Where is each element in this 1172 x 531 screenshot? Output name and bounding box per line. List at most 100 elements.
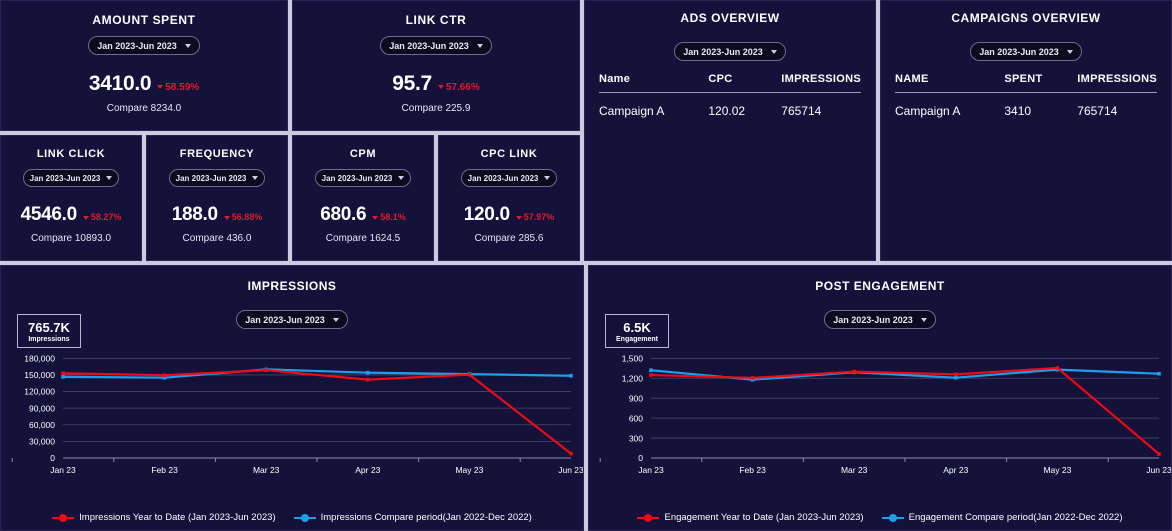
svg-text:Mar 23: Mar 23 [841, 465, 868, 475]
svg-text:Apr 23: Apr 23 [943, 465, 968, 475]
svg-text:120,000: 120,000 [24, 387, 55, 397]
legend-item-ytd[interactable]: Impressions Year to Date (Jan 2023-Jun 2… [52, 512, 276, 523]
legend-item-compare[interactable]: Engagement Compare period(Jan 2022-Dec 2… [881, 512, 1123, 523]
chevron-down-icon [1066, 49, 1073, 54]
badge-value: 6.5K [623, 320, 651, 335]
date-range-selector[interactable]: Jan 2023-Jun 2023 [22, 169, 120, 187]
svg-text:Mar 23: Mar 23 [253, 465, 280, 475]
kpi-compare: Compare 8234.0 [106, 103, 182, 114]
kpi-values: 3410.0 58.59% [89, 72, 199, 96]
legend-swatch-blue-icon [881, 516, 904, 519]
chevron-down-icon [106, 176, 113, 180]
kpi-title: LINK CTR [405, 13, 467, 27]
kpi-title: CPM [349, 148, 377, 160]
kpi-title: LINK CLICK [36, 148, 106, 160]
date-range-label: Jan 2023-Jun 2023 [979, 46, 1059, 57]
date-range-selector[interactable]: Jan 2023-Jun 2023 [460, 169, 558, 187]
column-header-name[interactable]: NAME [895, 70, 1005, 93]
engagement-total-badge: 6.5K Engagement [605, 314, 670, 348]
table-row[interactable]: Campaign A 120.02 765714 [599, 93, 861, 118]
svg-text:0: 0 [638, 453, 643, 463]
svg-text:900: 900 [629, 393, 643, 403]
column-header-impressions[interactable]: IMPRESSIONS [1077, 70, 1157, 93]
svg-text:Jan 23: Jan 23 [50, 465, 76, 475]
table-row[interactable]: Campaign A 3410 765714 [895, 93, 1157, 118]
column-header-spent[interactable]: SPENT [1004, 70, 1078, 93]
kpi-delta-value: 56.88% [231, 212, 263, 222]
date-range-selector[interactable]: Jan 2023-Jun 2023 [824, 310, 936, 329]
chevron-down-icon [184, 43, 191, 48]
kpi-delta: 58.27% [82, 212, 121, 222]
kpi-grid: AMOUNT SPENT Jan 2023-Jun 2023 3410.0 58… [0, 0, 580, 261]
ads-overview-table: Name CPC IMPRESSIONS Campaign A 120.02 7… [599, 70, 861, 118]
svg-text:Feb 23: Feb 23 [151, 465, 178, 475]
panel-title: IMPRESSIONS [247, 279, 337, 293]
date-range-selector[interactable]: Jan 2023-Jun 2023 [970, 42, 1082, 61]
impressions-chart-panel: IMPRESSIONS Jan 2023-Jun 2023 765.7K Imp… [0, 265, 584, 531]
kpi-delta: 57.97% [515, 212, 554, 222]
kpi-values: 188.0 56.88% [172, 204, 263, 226]
panel-title: CAMPAIGNS OVERVIEW [951, 11, 1101, 25]
legend-item-ytd[interactable]: Engagement Year to Date (Jan 2023-Jun 20… [637, 512, 864, 523]
kpi-card-cpm[interactable]: CPM Jan 2023-Jun 2023 680.6 58.1% Compar… [292, 135, 434, 261]
kpi-card-cpc-link[interactable]: CPC LINK Jan 2023-Jun 2023 120.0 57.97% … [438, 135, 580, 261]
svg-text:300: 300 [629, 433, 643, 443]
ads-overview-panel: ADS OVERVIEW Jan 2023-Jun 2023 Name CPC … [584, 0, 876, 261]
svg-text:30,000: 30,000 [29, 437, 55, 447]
legend-item-compare[interactable]: Impressions Compare period(Jan 2022-Dec … [293, 512, 532, 523]
date-range-selector[interactable]: Jan 2023-Jun 2023 [380, 36, 492, 55]
chevron-down-icon [770, 49, 777, 54]
column-header-impressions[interactable]: IMPRESSIONS [781, 70, 861, 93]
date-range-label: Jan 2023-Jun 2023 [833, 314, 913, 325]
cell-impressions: 765714 [781, 104, 822, 118]
svg-text:May 23: May 23 [455, 465, 483, 475]
svg-text:180,000: 180,000 [24, 354, 55, 364]
campaigns-overview-table: NAME SPENT IMPRESSIONS Campaign A 3410 7… [895, 70, 1157, 118]
svg-text:1,200: 1,200 [622, 373, 644, 383]
kpi-value: 680.6 [320, 204, 367, 225]
legend-swatch-blue-icon [293, 516, 316, 519]
kpi-values: 120.0 57.97% [464, 204, 555, 226]
kpi-delta-value: 58.59% [165, 82, 200, 93]
date-range-label: Jan 2023-Jun 2023 [29, 173, 101, 183]
kpi-compare: Compare 225.9 [401, 103, 471, 114]
panel-title: ADS OVERVIEW [680, 11, 780, 25]
kpi-card-amount-spent[interactable]: AMOUNT SPENT Jan 2023-Jun 2023 3410.0 58… [0, 0, 288, 131]
date-range-selector[interactable]: Jan 2023-Jun 2023 [314, 169, 412, 187]
caret-down-icon [515, 215, 522, 220]
column-header-name[interactable]: Name [599, 70, 709, 93]
impressions-line-chart: 0 30,000 60,000 90,000 120,000 150,000 180,000… [11, 354, 584, 475]
kpi-value: 188.0 [171, 204, 218, 225]
kpi-values: 680.6 58.1% [320, 204, 406, 226]
svg-text:Feb 23: Feb 23 [739, 465, 766, 475]
date-range-selector[interactable]: Jan 2023-Jun 2023 [88, 36, 200, 55]
kpi-title: FREQUENCY [179, 148, 255, 160]
legend-label: Impressions Year to Date (Jan 2023-Jun 2… [79, 512, 276, 523]
kpi-delta-value: 58.1% [380, 212, 406, 222]
date-range-selector[interactable]: Jan 2023-Jun 2023 [168, 169, 266, 187]
svg-text:Jan 23: Jan 23 [638, 465, 664, 475]
svg-text:150,000: 150,000 [24, 370, 55, 380]
charts-row: IMPRESSIONS Jan 2023-Jun 2023 765.7K Imp… [0, 265, 1172, 531]
chevron-down-icon [252, 176, 259, 180]
cell-cpc: 120.02 [708, 104, 746, 118]
kpi-card-link-ctr[interactable]: LINK CTR Jan 2023-Jun 2023 95.7 57.66% C… [292, 0, 580, 131]
campaigns-overview-panel: CAMPAIGNS OVERVIEW Jan 2023-Jun 2023 NAM… [880, 0, 1172, 261]
engagement-line-chart: 0 300 600 900 1,200 1,500 Jan 23 Feb 23 Mar 23 Ap… [599, 354, 1171, 475]
column-header-cpc[interactable]: CPC [708, 70, 782, 93]
date-range-label: Jan 2023-Jun 2023 [467, 173, 539, 183]
legend-label: Engagement Compare period(Jan 2022-Dec 2… [908, 512, 1123, 523]
legend-label: Engagement Year to Date (Jan 2023-Jun 20… [664, 512, 864, 523]
chevron-down-icon [476, 43, 483, 48]
kpi-delta: 57.66% [437, 82, 480, 93]
kpi-card-frequency[interactable]: FREQUENCY Jan 2023-Jun 2023 188.0 56.88%… [146, 135, 288, 261]
svg-text:Jun 23: Jun 23 [558, 465, 584, 475]
date-range-label: Jan 2023-Jun 2023 [389, 40, 469, 51]
date-range-selector[interactable]: Jan 2023-Jun 2023 [236, 310, 348, 329]
date-range-label: Jan 2023-Jun 2023 [175, 173, 247, 183]
kpi-row-secondary: LINK CLICK Jan 2023-Jun 2023 4546.0 58.2… [0, 135, 580, 261]
kpi-values: 4546.0 58.27% [21, 204, 122, 226]
date-range-selector[interactable]: Jan 2023-Jun 2023 [674, 42, 786, 61]
kpi-value: 3410.0 [88, 72, 152, 95]
kpi-card-link-click[interactable]: LINK CLICK Jan 2023-Jun 2023 4546.0 58.2… [0, 135, 142, 261]
